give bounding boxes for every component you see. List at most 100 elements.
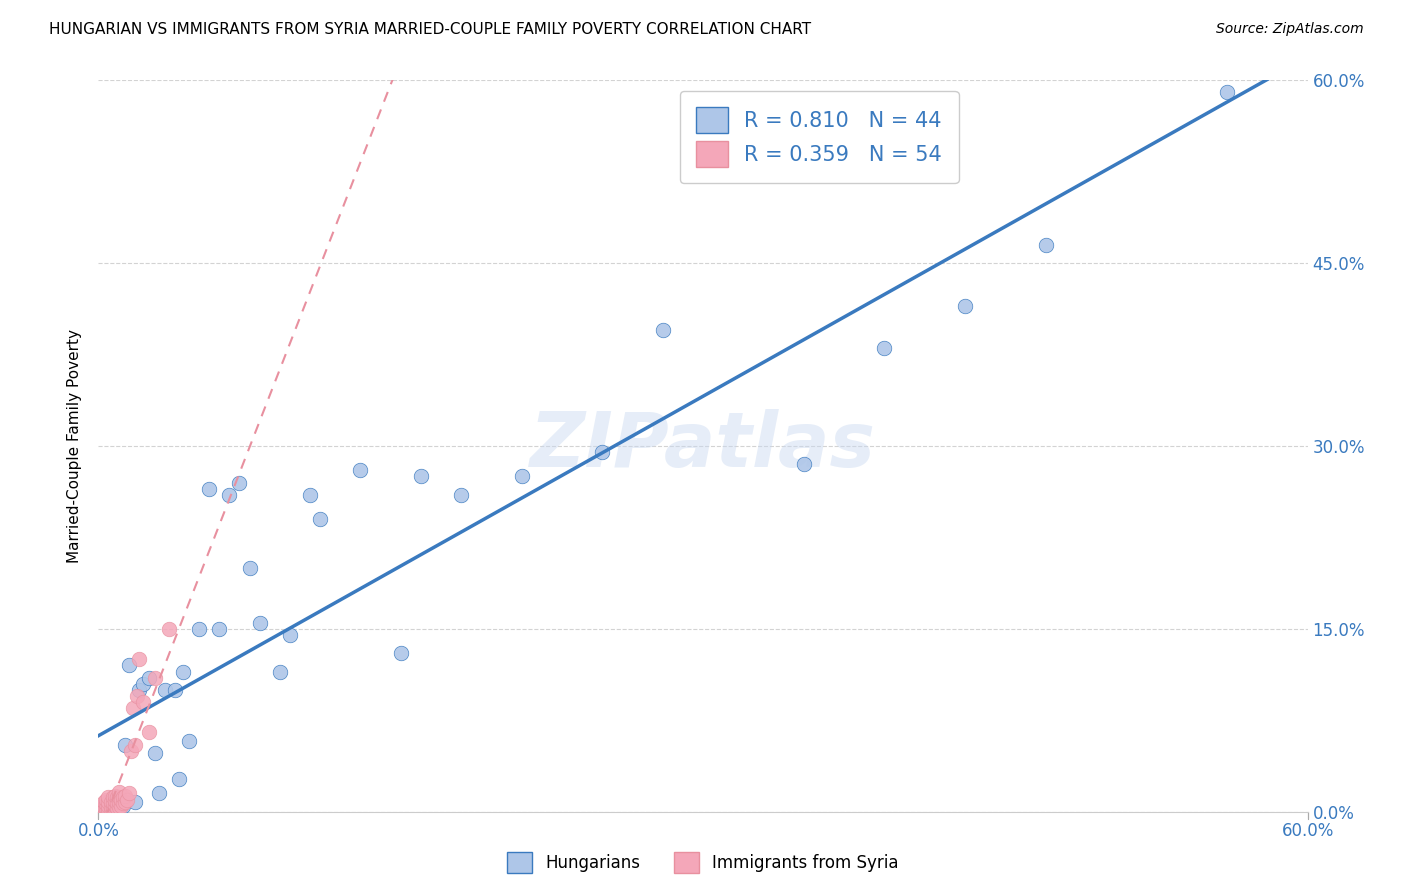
Point (118, 787, 141, 801)
Point (97, 795, 120, 809)
Point (96, 801, 118, 815)
Point (172, 665, 194, 679)
Point (100, 795, 122, 809)
Point (96, 797, 118, 812)
Point (97, 798, 120, 813)
Point (299, 488, 322, 502)
Text: HUNGARIAN VS IMMIGRANTS FROM SYRIA MARRIED-COUPLE FAMILY POVERTY CORRELATION CHA: HUNGARIAN VS IMMIGRANTS FROM SYRIA MARRI… (49, 22, 811, 37)
Point (198, 482, 221, 496)
Point (103, 802, 125, 816)
Point (125, 689, 148, 703)
Point (100, 804, 122, 818)
Point (228, 475, 250, 490)
Point (105, 792, 128, 806)
Point (953, 299, 976, 313)
Point (100, 800, 122, 814)
Point (110, 792, 132, 806)
Point (103, 794, 125, 808)
Point (118, 658, 141, 673)
Point (120, 744, 142, 758)
Point (269, 665, 291, 679)
Point (148, 787, 170, 801)
Point (97, 805, 120, 819)
Point (167, 772, 190, 786)
Point (121, 701, 143, 715)
Point (105, 790, 128, 805)
Point (249, 615, 271, 630)
Point (101, 790, 124, 805)
Point (91, 802, 114, 816)
Point (591, 445, 613, 459)
Point (309, 512, 332, 526)
Point (132, 676, 155, 690)
Point (96, 805, 118, 819)
Point (124, 738, 146, 752)
Point (97, 790, 120, 805)
Point (107, 800, 129, 814)
Point (107, 802, 129, 816)
Point (510, 469, 533, 483)
Point (179, 734, 201, 748)
Point (105, 796, 128, 810)
Point (93, 795, 115, 809)
Point (114, 795, 136, 809)
Point (153, 682, 176, 697)
Legend: Hungarians, Immigrants from Syria: Hungarians, Immigrants from Syria (501, 846, 905, 880)
Point (114, 789, 136, 803)
Point (89, 805, 111, 819)
Point (114, 738, 136, 752)
Y-axis label: Married-Couple Family Poverty: Married-Couple Family Poverty (67, 329, 83, 563)
Point (103, 789, 125, 803)
Point (278, 628, 301, 642)
Point (124, 795, 146, 809)
Point (103, 801, 125, 815)
Point (143, 746, 166, 760)
Point (218, 488, 240, 502)
Legend: R = 0.810   N = 44, R = 0.359   N = 54: R = 0.810 N = 44, R = 0.359 N = 54 (679, 91, 959, 183)
Point (91, 798, 114, 813)
Point (409, 469, 432, 483)
Point (101, 801, 124, 815)
Point (93, 800, 115, 814)
Point (208, 622, 231, 636)
Text: ZIPatlas: ZIPatlas (530, 409, 876, 483)
Point (101, 796, 124, 810)
Point (107, 785, 129, 799)
Point (188, 622, 211, 636)
Point (101, 805, 124, 819)
Point (103, 798, 125, 813)
Point (93, 802, 115, 816)
Point (157, 622, 180, 636)
Point (110, 798, 132, 813)
Point (107, 790, 129, 805)
Point (450, 488, 472, 502)
Point (115, 792, 138, 806)
Point (100, 805, 122, 819)
Point (101, 805, 124, 819)
Point (163, 682, 186, 697)
Point (651, 323, 673, 337)
Point (389, 646, 412, 660)
Point (97, 805, 120, 819)
Point (143, 671, 166, 685)
Point (138, 671, 160, 685)
Point (349, 463, 371, 477)
Point (96, 792, 118, 806)
Point (1035, 237, 1057, 252)
Point (873, 342, 896, 356)
Point (138, 725, 160, 739)
Point (97, 802, 120, 816)
Point (91, 805, 114, 819)
Point (107, 795, 129, 809)
Point (93, 802, 115, 816)
Point (111, 790, 134, 805)
Point (239, 561, 262, 575)
Point (132, 695, 155, 709)
Point (89, 804, 111, 818)
Point (1216, 86, 1239, 100)
Point (111, 798, 134, 813)
Point (111, 796, 134, 810)
Point (128, 652, 150, 666)
Point (89, 801, 111, 815)
Point (793, 457, 815, 471)
